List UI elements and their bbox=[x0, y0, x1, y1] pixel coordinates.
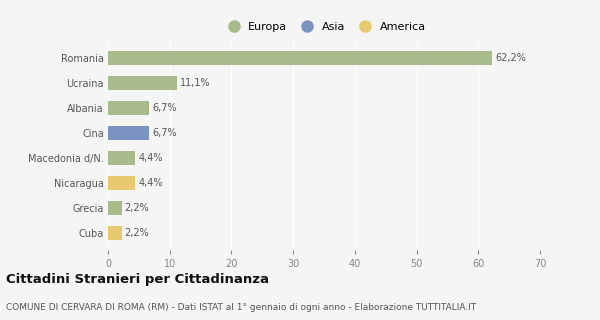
Text: 6,7%: 6,7% bbox=[152, 103, 177, 113]
Bar bbox=[108, 176, 135, 190]
Text: COMUNE DI CERVARA DI ROMA (RM) - Dati ISTAT al 1° gennaio di ogni anno - Elabora: COMUNE DI CERVARA DI ROMA (RM) - Dati IS… bbox=[6, 303, 476, 312]
Bar bbox=[108, 201, 122, 215]
Text: 4,4%: 4,4% bbox=[138, 153, 163, 163]
Text: Cittadini Stranieri per Cittadinanza: Cittadini Stranieri per Cittadinanza bbox=[6, 273, 269, 286]
Text: 2,2%: 2,2% bbox=[125, 203, 149, 213]
Text: 6,7%: 6,7% bbox=[152, 128, 177, 138]
Text: 2,2%: 2,2% bbox=[125, 228, 149, 238]
Text: 11,1%: 11,1% bbox=[179, 78, 210, 88]
Bar bbox=[108, 101, 149, 115]
Bar bbox=[108, 151, 135, 165]
Text: 4,4%: 4,4% bbox=[138, 178, 163, 188]
Text: 62,2%: 62,2% bbox=[495, 53, 526, 63]
Bar bbox=[108, 76, 176, 90]
Bar bbox=[108, 126, 149, 140]
Bar bbox=[108, 226, 122, 240]
Bar bbox=[108, 51, 492, 65]
Legend: Europa, Asia, America: Europa, Asia, America bbox=[220, 20, 428, 35]
